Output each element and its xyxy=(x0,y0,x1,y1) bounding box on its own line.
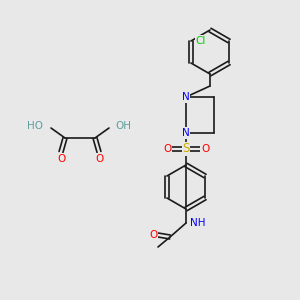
Text: OH: OH xyxy=(115,121,131,131)
Text: S: S xyxy=(182,142,190,155)
Text: O: O xyxy=(201,144,209,154)
Text: N: N xyxy=(182,128,190,138)
Text: Cl: Cl xyxy=(196,36,206,46)
Text: O: O xyxy=(57,154,65,164)
Text: HO: HO xyxy=(27,121,43,131)
Text: O: O xyxy=(149,230,157,240)
Text: O: O xyxy=(95,154,103,164)
Text: N: N xyxy=(182,92,190,102)
Text: O: O xyxy=(163,144,171,154)
Text: NH: NH xyxy=(190,218,206,228)
